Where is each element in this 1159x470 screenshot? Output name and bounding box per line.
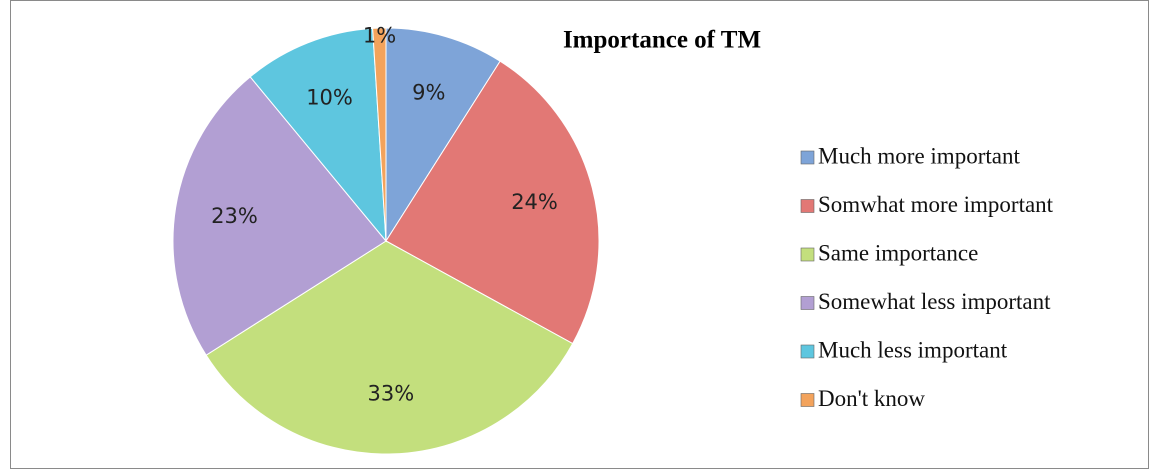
pie-slice (172, 76, 387, 356)
legend-swatch (800, 393, 815, 407)
legend-label: Somwhat more important (818, 192, 1054, 217)
pie-slice (205, 240, 574, 455)
legend-swatch (800, 150, 815, 165)
legend-label: Somewhat less important (818, 289, 1051, 314)
chart-title: Importance of TM (563, 27, 761, 54)
legend-swatch (800, 199, 815, 213)
pie-slice (372, 27, 387, 242)
legend-swatch (800, 344, 815, 359)
pie-slice (385, 60, 600, 345)
legend-swatch (800, 296, 815, 310)
data-label: 10% (306, 85, 353, 109)
legend-label: Don't know (818, 386, 925, 411)
pie-slice (249, 27, 387, 243)
legend-label: Much less important (818, 337, 1008, 362)
legend-swatch (800, 247, 815, 262)
legend-label: Much more important (818, 143, 1020, 168)
data-label: 9% (412, 81, 445, 105)
data-label: 23% (211, 204, 258, 228)
pie-slice (385, 27, 501, 243)
data-label: 33% (367, 381, 414, 405)
data-label: 1% (363, 24, 396, 48)
data-label: 24% (511, 190, 558, 214)
legend-label: Same importance (818, 240, 978, 265)
